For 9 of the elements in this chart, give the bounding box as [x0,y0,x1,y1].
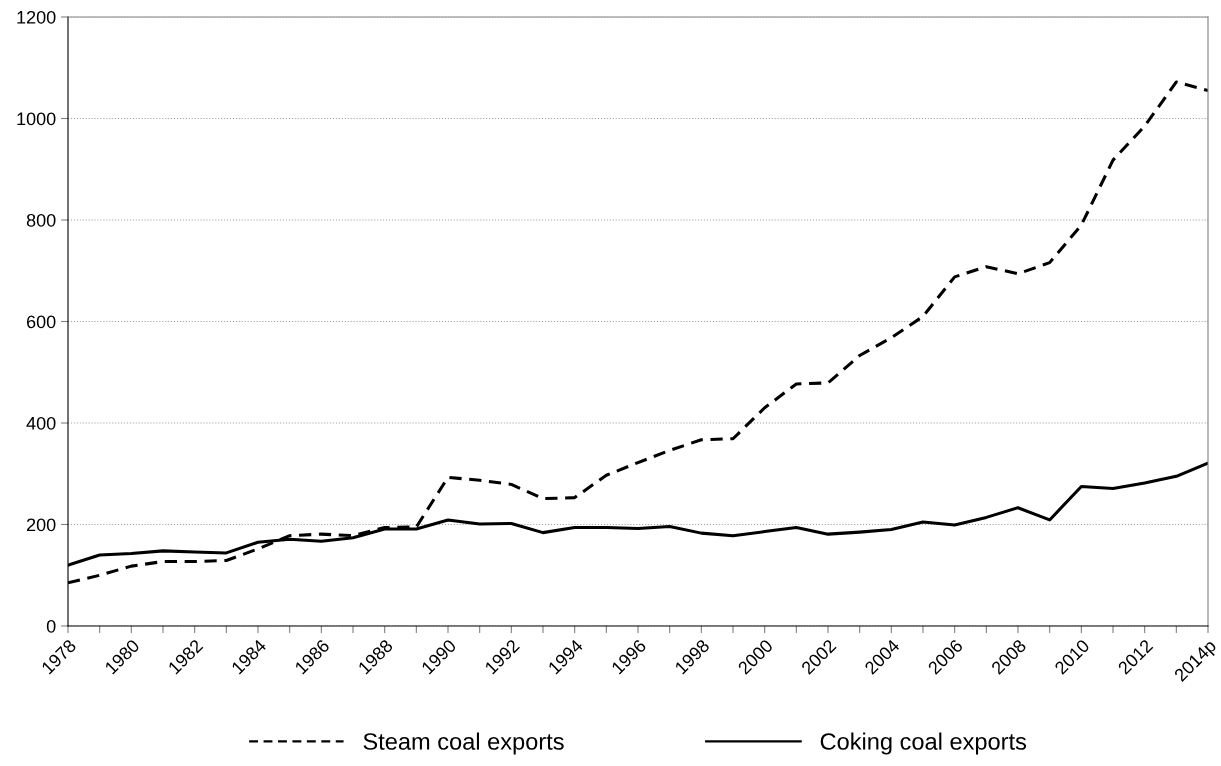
y-tick-label: 200 [26,518,56,532]
y-tick-label: 1200 [17,10,56,24]
y-tick-label: 600 [26,315,56,329]
y-tick-label: 400 [26,416,56,430]
y-tick-label: 800 [26,213,56,227]
y-tick-label: 0 [46,619,56,633]
legend-label: Steam coal exports [363,732,564,755]
y-tick-label: 1000 [17,112,56,126]
legend-label: Coking coal exports [820,732,1027,755]
